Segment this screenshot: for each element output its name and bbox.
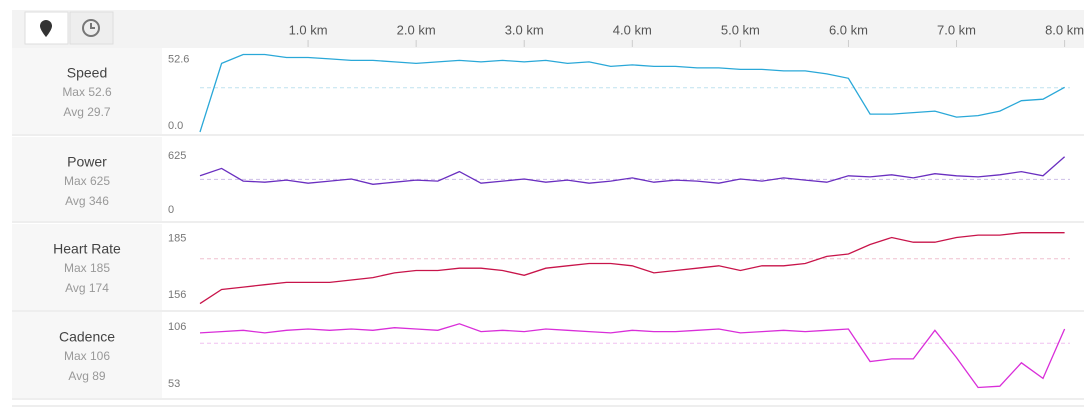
x-tick-label: 1.0 km [289, 22, 328, 37]
panel-title: Heart Rate [53, 241, 121, 257]
panel-stat: Avg 174 [65, 281, 109, 295]
panel-stat: Max 52.6 [62, 85, 112, 99]
y-tick-label: 52.6 [168, 53, 189, 65]
x-tick-label: 6.0 km [829, 22, 868, 37]
data-line [199, 232, 1065, 305]
time-button[interactable] [69, 11, 114, 45]
y-tick-label: 185 [168, 233, 186, 245]
data-line [199, 53, 1065, 133]
y-tick-label: 53 [168, 378, 180, 390]
panel-stat: Avg 29.7 [63, 105, 110, 119]
y-tick-label: 106 [168, 321, 186, 333]
y-tick-label: 0.0 [168, 120, 183, 132]
x-tick-label: 8.0 km [1045, 22, 1084, 37]
data-line [199, 156, 1066, 185]
pin-icon [40, 20, 52, 37]
label-panel [12, 137, 162, 221]
toolbar [12, 10, 1084, 48]
label-panel [12, 224, 162, 310]
data-line [199, 323, 1066, 389]
panel-stat: Max 185 [64, 261, 110, 275]
panel-title: Cadence [59, 329, 115, 345]
x-tick-label: 7.0 km [937, 22, 976, 37]
panel-stat: Avg 346 [65, 194, 109, 208]
clock-hands [90, 23, 95, 29]
x-tick-label: 2.0 km [397, 22, 436, 37]
panel-stat: Max 106 [64, 349, 110, 363]
panel-title: Power [67, 154, 107, 170]
label-panel [12, 312, 162, 398]
x-tick-label: 3.0 km [505, 22, 544, 37]
label-panel [12, 48, 162, 134]
panel-stat: Max 625 [64, 174, 110, 188]
x-tick-label: 4.0 km [613, 22, 652, 37]
panel-stat: Avg 89 [68, 369, 105, 383]
y-tick-label: 625 [168, 150, 186, 162]
x-tick-label: 5.0 km [721, 22, 760, 37]
clock-icon [82, 19, 100, 37]
y-tick-label: 156 [168, 289, 186, 301]
panel-title: Speed [67, 65, 107, 81]
y-tick-label: 0 [168, 204, 174, 216]
